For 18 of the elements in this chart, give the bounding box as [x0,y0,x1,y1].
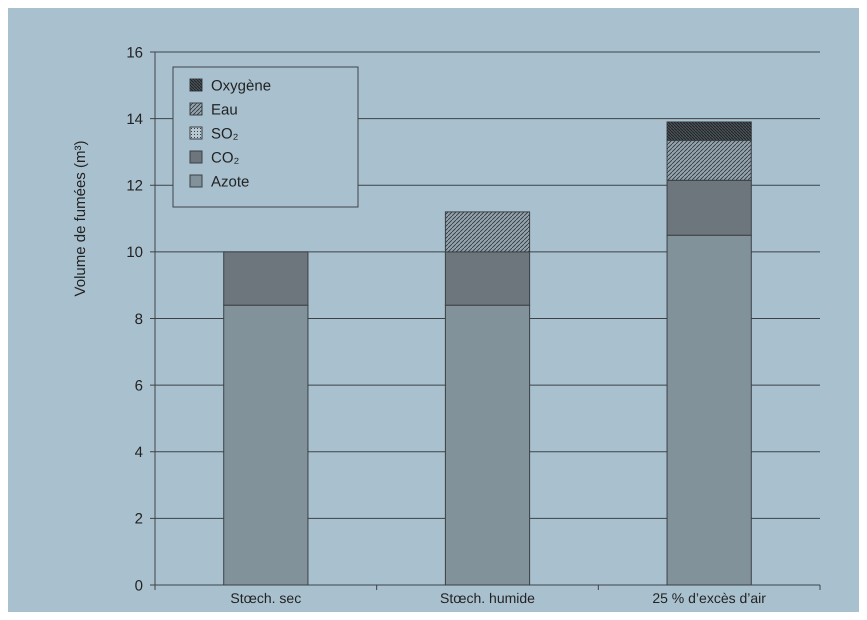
legend-label: CO₂ [211,149,240,166]
legend-label: Oxygène [211,77,272,94]
y-tick-label: 8 [134,310,143,328]
x-tick-label: Stœch. humide [440,590,536,606]
y-tick-label: 16 [126,44,143,62]
legend-label: Azote [211,173,250,190]
legend-label: SO₂ [211,125,239,142]
y-axis-title: Volume de fumées (m³) [72,140,89,296]
x-tick-label: 25 % d’excès d’air [652,590,766,606]
y-tick-label: 10 [126,244,143,262]
x-tick-label: Stœch. sec [230,590,302,606]
y-tick-label: 6 [134,377,143,394]
y-tick-label: 2 [134,510,143,528]
y-tick-label: 14 [126,110,143,128]
y-tick-label: 12 [126,178,143,194]
y-tick-label: 4 [134,444,143,461]
y-tick-label: 0 [134,577,143,594]
legend-label: Eau [211,101,238,118]
